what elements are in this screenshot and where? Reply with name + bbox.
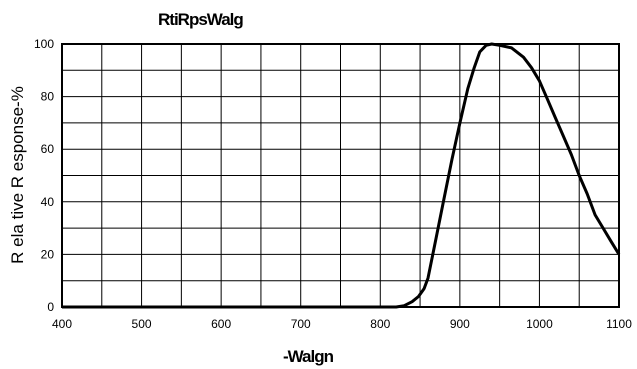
y-tick-label: 100 (34, 37, 54, 51)
y-tick-label: 60 (41, 142, 55, 156)
plot-border (61, 43, 620, 308)
y-tick-label: 80 (41, 90, 55, 104)
y-tick-labels: 0 20 40 60 80 100 (34, 37, 54, 314)
x-axis-label: -Walgn (283, 347, 334, 366)
x-tick-label: 500 (132, 317, 152, 331)
x-tick-label: 1000 (526, 317, 553, 331)
chart-title: RtiRpsWalg (158, 10, 243, 29)
x-tick-label: 400 (52, 317, 72, 331)
x-tick-label: 700 (291, 317, 311, 331)
x-tick-label: 900 (450, 317, 470, 331)
plot-frame (61, 43, 620, 308)
x-tick-label: 800 (370, 317, 390, 331)
y-tick-label: 40 (41, 195, 55, 209)
y-axis-label: R ela tive R esponse-% (8, 86, 27, 264)
x-tick-label: 600 (211, 317, 231, 331)
y-tick-label: 20 (41, 247, 55, 261)
grid (62, 44, 619, 307)
y-tick-label: 0 (47, 300, 54, 314)
x-tick-labels: 400 500 600 700 800 900 1000 1100 (52, 317, 632, 331)
x-tick-label: 1100 (606, 317, 632, 331)
